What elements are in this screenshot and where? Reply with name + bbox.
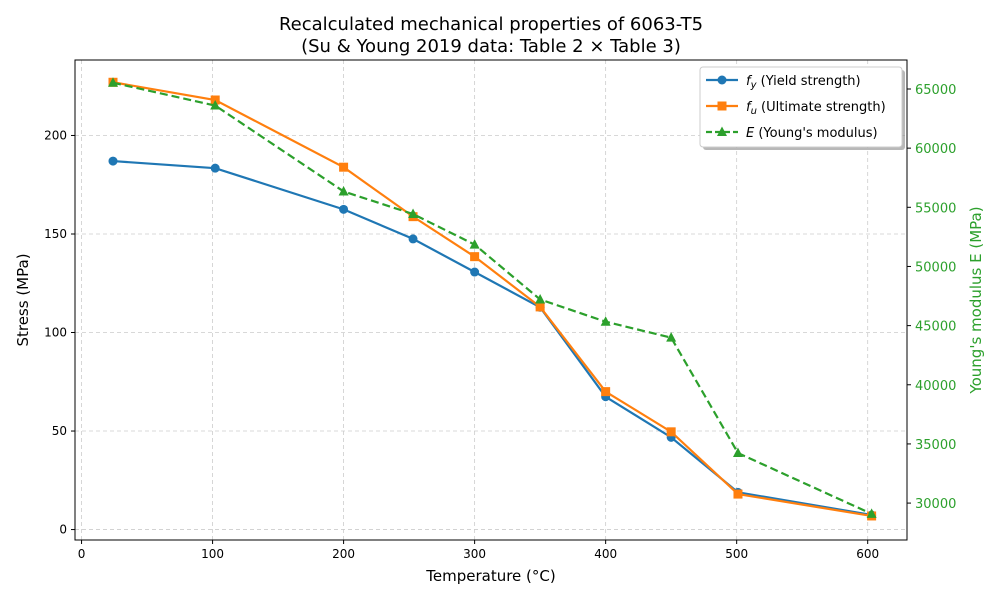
legend-marker bbox=[717, 75, 727, 85]
y2-axis-label: Young's modulus E (MPa) bbox=[967, 206, 985, 394]
data-point bbox=[408, 234, 418, 244]
legend-box bbox=[699, 66, 903, 148]
y-axis-label: Stress (MPa) bbox=[14, 253, 32, 346]
plot-frame bbox=[74, 59, 908, 541]
x-tick-label: 600 bbox=[856, 547, 879, 561]
y2-tick-label: 60000 bbox=[915, 142, 956, 157]
series-2 bbox=[107, 77, 877, 518]
chart-title: Recalculated mechanical properties of 60… bbox=[279, 14, 703, 35]
legend-text: (Yield strength) bbox=[757, 74, 861, 89]
data-point bbox=[601, 387, 611, 397]
data-point bbox=[210, 100, 221, 110]
series-line bbox=[112, 81, 872, 518]
y-tick-label: 50 bbox=[52, 424, 67, 438]
x-tick-label: 100 bbox=[201, 547, 224, 561]
data-point bbox=[210, 95, 220, 105]
data-point bbox=[470, 252, 480, 262]
y-tick-label: 150 bbox=[44, 227, 67, 241]
data-point bbox=[339, 162, 349, 172]
x-axis-label: Temperature (°C) bbox=[425, 567, 555, 585]
data-point bbox=[666, 332, 677, 342]
data-point bbox=[733, 489, 743, 499]
data-point bbox=[535, 302, 545, 312]
legend-subscript: u bbox=[751, 106, 757, 117]
legend-marker bbox=[717, 126, 727, 136]
x-tick-label: 200 bbox=[332, 547, 355, 561]
legend-symbol: f bbox=[746, 74, 753, 89]
legend: fy (Yield strength)fu (Ultimate strength… bbox=[699, 66, 905, 150]
y2-tick-label: 45000 bbox=[915, 320, 956, 335]
data-point bbox=[535, 293, 546, 304]
data-point bbox=[600, 316, 611, 326]
data-point bbox=[210, 163, 220, 173]
series-group bbox=[107, 77, 877, 521]
legend-label: E (Young's modulus) bbox=[746, 126, 878, 141]
series-0 bbox=[108, 156, 877, 520]
y-tick-label: 0 bbox=[59, 523, 67, 537]
series-line bbox=[112, 159, 872, 517]
data-point bbox=[866, 508, 877, 518]
data-point bbox=[108, 156, 118, 166]
ticks: 0 100 200 300 400 500 600 0 50 100 150 200 30000 3500… bbox=[44, 83, 956, 561]
legend-label: fu (Ultimate strength) bbox=[746, 100, 886, 117]
y2-tick-label: 30000 bbox=[915, 497, 956, 512]
series-line bbox=[112, 81, 873, 515]
x-tick-label: 300 bbox=[463, 547, 486, 561]
y-tick-label: 200 bbox=[44, 128, 67, 142]
x-tick-label: 500 bbox=[725, 547, 748, 561]
y2-tick-label: 65000 bbox=[915, 83, 956, 98]
legend-symbol: f bbox=[746, 100, 753, 115]
data-point bbox=[107, 77, 118, 87]
data-point bbox=[666, 427, 676, 437]
legend-subscript: y bbox=[750, 80, 758, 91]
legend-symbol: E bbox=[746, 126, 755, 141]
legend-label: fy (Yield strength) bbox=[746, 74, 861, 91]
legend-marker bbox=[717, 101, 727, 111]
data-point bbox=[339, 204, 349, 214]
x-tick-label: 0 bbox=[78, 547, 86, 561]
legend-text: (Young's modulus) bbox=[754, 126, 877, 141]
y2-tick-label: 40000 bbox=[915, 379, 956, 394]
data-point bbox=[469, 239, 480, 249]
legend-text: (Ultimate strength) bbox=[757, 100, 886, 115]
data-point bbox=[338, 185, 349, 196]
y2-tick-label: 50000 bbox=[915, 260, 956, 275]
data-point bbox=[732, 447, 743, 458]
y2-tick-label: 55000 bbox=[915, 201, 956, 216]
data-point bbox=[408, 208, 419, 219]
x-tick-label: 400 bbox=[594, 547, 617, 561]
y-tick-label: 100 bbox=[44, 326, 67, 340]
y2-tick-label: 35000 bbox=[915, 438, 956, 453]
chart-subtitle: (Su & Young 2019 data: Table 2 × Table 3… bbox=[301, 36, 681, 57]
data-point bbox=[470, 267, 480, 277]
